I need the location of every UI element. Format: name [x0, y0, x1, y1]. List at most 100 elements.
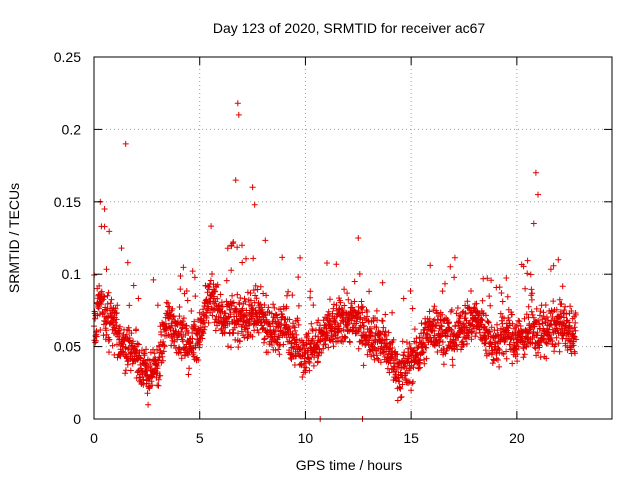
data-point: [235, 330, 241, 337]
data-point: [211, 288, 218, 294]
data-point: [482, 347, 489, 354]
data-point: [356, 271, 363, 277]
data-point: [389, 345, 396, 351]
data-point: [495, 357, 501, 363]
data-point: [397, 385, 404, 392]
data-point: [208, 223, 215, 230]
data-point: [487, 302, 494, 309]
data-point: [434, 349, 441, 355]
data-point: [568, 308, 575, 314]
data-point: [416, 334, 423, 341]
data-point: [535, 317, 542, 324]
data-point: [235, 344, 242, 351]
data-point: [359, 340, 366, 347]
data-point: [295, 274, 302, 281]
data-point: [305, 330, 312, 337]
data-point: [235, 111, 242, 118]
data-point: [212, 288, 219, 295]
data-point: [414, 344, 421, 351]
data-point: [297, 254, 304, 261]
data-point: [516, 318, 523, 325]
data-point: [183, 288, 190, 294]
data-point: [349, 304, 356, 311]
data-point: [113, 310, 120, 316]
data-point: [178, 355, 185, 362]
data-point: [461, 321, 467, 328]
data-point: [201, 326, 208, 333]
data-point: [509, 311, 515, 318]
data-point: [472, 333, 479, 340]
data-point: [528, 308, 535, 315]
data-point: [122, 370, 129, 377]
data-point: [106, 349, 112, 356]
data-point: [151, 350, 158, 357]
data-point: [215, 302, 222, 309]
data-point: [330, 343, 337, 350]
data-point: [244, 289, 251, 296]
data-point: [173, 320, 180, 327]
data-point: [359, 309, 366, 316]
data-point: [114, 341, 120, 348]
data-point: [284, 292, 290, 299]
data-point: [103, 266, 110, 273]
y-axis-label: SRMTID / TECUs: [6, 183, 22, 293]
data-point: [559, 283, 566, 290]
data-point: [195, 357, 202, 363]
data-point: [485, 350, 492, 357]
data-point: [304, 333, 311, 340]
data-point: [214, 295, 221, 302]
chart-title: Day 123 of 2020, SRMTID for receiver ac6…: [213, 20, 486, 36]
data-point: [488, 277, 495, 284]
data-point: [533, 305, 540, 312]
data-point: [552, 341, 559, 348]
data-point: [503, 329, 510, 336]
data-point: [449, 339, 456, 346]
data-points: [91, 100, 580, 422]
x-tick-label: 5: [196, 430, 204, 446]
data-point: [374, 355, 381, 362]
data-point: [250, 255, 257, 262]
data-point: [118, 245, 125, 252]
data-point: [420, 349, 427, 355]
data-point: [333, 302, 340, 309]
data-point: [333, 261, 340, 268]
data-point: [567, 303, 574, 310]
data-point: [154, 302, 161, 309]
data-point: [261, 336, 268, 343]
y-tick-label: 0.15: [54, 194, 81, 210]
data-point: [545, 329, 552, 336]
data-point: [162, 320, 169, 327]
y-tick-label: 0: [73, 411, 81, 427]
data-point: [513, 346, 520, 353]
data-point: [312, 333, 319, 340]
data-point: [358, 304, 365, 311]
data-point: [435, 313, 442, 320]
data-point: [117, 323, 123, 330]
data-point: [95, 292, 102, 299]
data-point: [141, 350, 148, 357]
data-point: [389, 309, 396, 316]
data-point: [566, 329, 573, 336]
y-tick-label: 0.2: [62, 121, 82, 137]
data-point: [161, 342, 167, 349]
data-point: [344, 327, 351, 334]
data-point: [514, 351, 521, 358]
data-point: [457, 313, 464, 320]
data-point: [550, 262, 557, 269]
data-point: [257, 301, 264, 308]
data-point: [110, 321, 116, 328]
data-point: [448, 307, 455, 313]
data-point: [406, 340, 413, 347]
data-point: [448, 327, 455, 334]
data-point: [530, 328, 537, 335]
data-point: [257, 283, 264, 290]
data-point: [133, 350, 140, 357]
data-point: [496, 284, 503, 291]
data-point: [318, 349, 325, 356]
axis-ticks: 0 0.05 0.1 0.15 0.2 0.25 0 5 10 15 20: [54, 49, 612, 446]
data-point: [509, 360, 516, 367]
data-point: [170, 314, 177, 320]
x-tick-label: 0: [90, 430, 98, 446]
data-point: [449, 356, 456, 363]
data-point: [399, 381, 406, 388]
